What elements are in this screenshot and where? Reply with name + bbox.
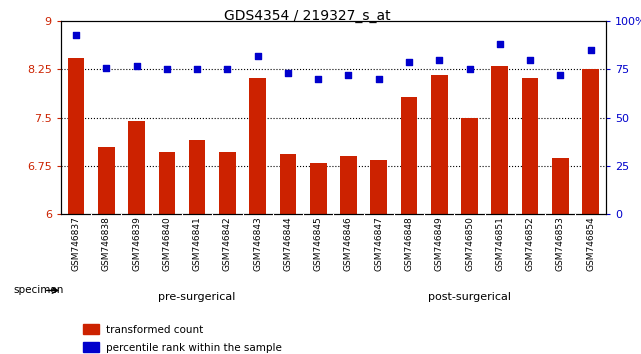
Point xyxy=(192,67,203,72)
Bar xyxy=(158,152,175,214)
Bar xyxy=(279,154,296,214)
Text: GSM746843: GSM746843 xyxy=(253,216,262,271)
Point xyxy=(253,53,263,59)
Point xyxy=(283,70,293,76)
Text: GSM746854: GSM746854 xyxy=(586,216,595,271)
Bar xyxy=(128,121,145,214)
Bar xyxy=(68,58,85,214)
Point xyxy=(222,67,233,72)
Bar xyxy=(492,66,508,214)
Text: GSM746851: GSM746851 xyxy=(495,216,504,271)
Point xyxy=(374,76,384,82)
Bar xyxy=(189,140,205,214)
Text: GSM746842: GSM746842 xyxy=(223,216,232,270)
Text: GSM746846: GSM746846 xyxy=(344,216,353,271)
Text: GSM746852: GSM746852 xyxy=(526,216,535,271)
Bar xyxy=(83,342,99,352)
Point xyxy=(344,73,354,78)
Point xyxy=(313,76,323,82)
Text: GSM746853: GSM746853 xyxy=(556,216,565,271)
Text: transformed count: transformed count xyxy=(106,325,203,335)
Bar xyxy=(219,152,236,214)
Point xyxy=(434,57,444,63)
Text: GSM746841: GSM746841 xyxy=(192,216,202,271)
Bar xyxy=(522,78,538,214)
Point xyxy=(555,73,565,78)
Bar xyxy=(98,147,115,214)
Point xyxy=(162,67,172,72)
Text: specimen: specimen xyxy=(13,285,63,296)
Text: pre-surgerical: pre-surgerical xyxy=(158,292,236,302)
Bar xyxy=(462,118,478,214)
Text: GSM746844: GSM746844 xyxy=(283,216,292,270)
Point xyxy=(525,57,535,63)
Text: GSM746838: GSM746838 xyxy=(102,216,111,271)
Text: percentile rank within the sample: percentile rank within the sample xyxy=(106,343,281,353)
Text: GSM746850: GSM746850 xyxy=(465,216,474,271)
Text: post-surgerical: post-surgerical xyxy=(428,292,511,302)
Text: GSM746845: GSM746845 xyxy=(313,216,322,271)
Text: GSM746848: GSM746848 xyxy=(404,216,413,271)
Bar xyxy=(401,97,417,214)
Text: GSM746840: GSM746840 xyxy=(162,216,171,271)
Bar xyxy=(340,156,357,214)
Text: GSM746849: GSM746849 xyxy=(435,216,444,271)
Point xyxy=(464,67,474,72)
Point xyxy=(101,65,112,70)
Text: GSM746847: GSM746847 xyxy=(374,216,383,271)
Text: GSM746839: GSM746839 xyxy=(132,216,141,271)
Point xyxy=(585,47,595,53)
Point xyxy=(131,63,142,68)
Text: GDS4354 / 219327_s_at: GDS4354 / 219327_s_at xyxy=(224,9,391,23)
Bar xyxy=(582,69,599,214)
Bar xyxy=(431,75,447,214)
Point xyxy=(495,41,505,47)
Point xyxy=(71,32,81,38)
Bar xyxy=(249,78,266,214)
Bar xyxy=(552,158,569,214)
Bar xyxy=(370,160,387,214)
Bar xyxy=(83,324,99,334)
Bar xyxy=(310,163,326,214)
Point xyxy=(404,59,414,64)
Text: GSM746837: GSM746837 xyxy=(72,216,81,271)
